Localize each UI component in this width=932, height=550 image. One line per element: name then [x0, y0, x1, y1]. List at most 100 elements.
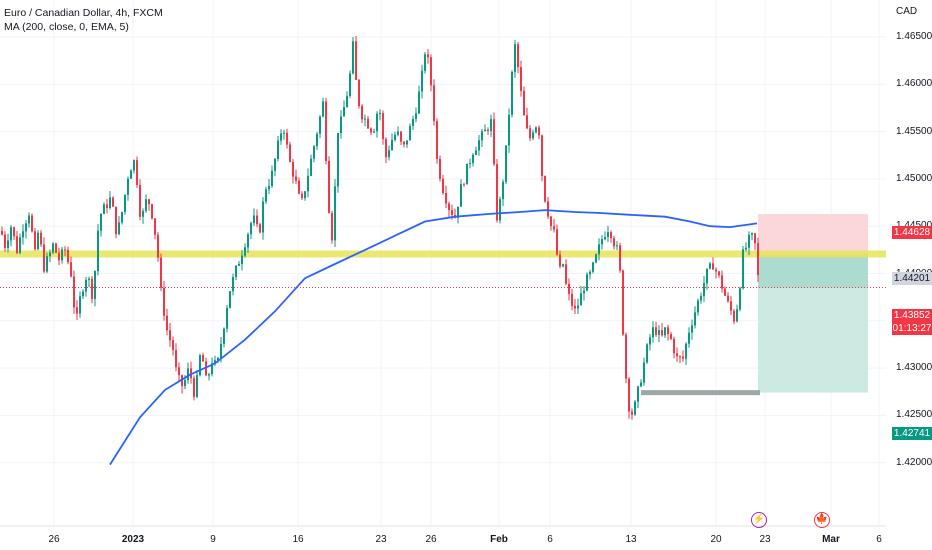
candle-body [16, 236, 18, 253]
candle-body [520, 67, 522, 91]
chart-legend[interactable]: Euro / Canadian Dollar, 4h, FXCM MA (200… [4, 6, 163, 34]
candle-body [685, 343, 687, 359]
candle-body [655, 327, 657, 335]
candle-body [586, 274, 588, 291]
candle-body [172, 340, 174, 351]
last-price-value: 1.43852 [893, 310, 931, 321]
candle-body [502, 181, 504, 200]
candle-body [238, 264, 240, 266]
candle-body [475, 150, 477, 155]
candle-body [79, 296, 81, 314]
candle-body [253, 215, 255, 224]
candle-body [220, 343, 222, 359]
candle-body [82, 291, 84, 297]
candle-body [193, 378, 195, 397]
candle-body [181, 375, 183, 387]
candle-body [754, 233, 756, 244]
candle-body [640, 382, 642, 387]
indicator-title[interactable]: MA (200, close, 0, EMA, 5) [4, 21, 129, 33]
candle-body [118, 222, 120, 235]
candle-body [112, 197, 114, 207]
candle-body [439, 158, 441, 179]
candle-body [334, 186, 336, 241]
candle-body [148, 199, 150, 205]
candle-body [76, 307, 78, 314]
candle-body [532, 132, 534, 139]
candle-body [580, 293, 582, 306]
candle-body [505, 145, 507, 182]
candle-body [592, 262, 594, 272]
candle-body [223, 328, 225, 344]
candle-body [244, 247, 246, 256]
candle-body [100, 213, 102, 231]
candle-body [85, 279, 87, 292]
lightning-icon[interactable]: ⚡ [751, 512, 767, 528]
take-profit-price-tag: 1.42741 [892, 427, 932, 440]
candle-body [667, 327, 669, 335]
candle-body [628, 378, 630, 412]
candle-body [700, 296, 702, 301]
candle-body [262, 201, 264, 233]
last-price-tag: 1.43852 01:13:27 [892, 309, 932, 335]
candle-body [403, 141, 405, 145]
candle-body [478, 140, 480, 151]
canada-flag-icon[interactable]: 🍁 [814, 512, 830, 528]
candle-body [319, 116, 321, 134]
candle-body [493, 119, 495, 165]
candle-body [376, 113, 378, 132]
grid-lines [0, 0, 886, 526]
candle-body [313, 146, 315, 159]
candle-body [361, 106, 363, 120]
candle-body [724, 288, 726, 296]
resistance-band[interactable] [0, 250, 886, 258]
price-tick-label: 1.46000 [896, 78, 932, 90]
candle-body [733, 310, 735, 322]
candle-body [232, 277, 234, 292]
candle-body [46, 256, 48, 272]
candle-body [154, 218, 156, 235]
candle-body [286, 132, 288, 145]
candle-body [307, 175, 309, 192]
price-tick-label: 1.46500 [896, 31, 932, 42]
candle-body [331, 212, 333, 241]
time-tick-label: 2023 [121, 534, 145, 545]
candle-body [442, 178, 444, 194]
take-profit-zone[interactable] [758, 287, 868, 393]
candle-body [511, 71, 513, 115]
candle-body [328, 160, 330, 213]
candle-body [487, 129, 489, 132]
price-tick-label: 1.42000 [896, 456, 932, 468]
candle-body [406, 140, 408, 145]
candle-body [706, 268, 708, 284]
candle-body [619, 245, 621, 271]
candle-body [151, 204, 153, 219]
candle-body [292, 161, 294, 177]
candle-body [94, 271, 96, 299]
candle-body [37, 232, 39, 250]
candle-body [508, 114, 510, 146]
candle-body [589, 271, 591, 275]
candle-body [562, 264, 564, 267]
candle-body [130, 170, 132, 179]
candle-body [280, 133, 282, 141]
candle-body [436, 121, 438, 159]
candle-body [601, 239, 603, 245]
candle-body [1, 230, 3, 235]
candle-body [418, 91, 420, 114]
candle-body [145, 199, 147, 211]
candle-body [559, 254, 561, 267]
candle-body [388, 150, 390, 158]
candle-body [370, 128, 372, 133]
price-tick-label: 1.45500 [896, 125, 932, 137]
candle-body [529, 128, 531, 139]
candle-body [247, 234, 249, 248]
candle-body [184, 380, 186, 387]
candle-body [637, 386, 639, 402]
price-tick-label: 1.44500 [896, 220, 932, 231]
candle-body [445, 193, 447, 204]
candle-body [643, 362, 645, 383]
price-tick-label: 1.45000 [896, 172, 932, 184]
symbol-title[interactable]: Euro / Canadian Dollar, 4h, FXCM [4, 7, 163, 19]
candle-body [472, 154, 474, 164]
